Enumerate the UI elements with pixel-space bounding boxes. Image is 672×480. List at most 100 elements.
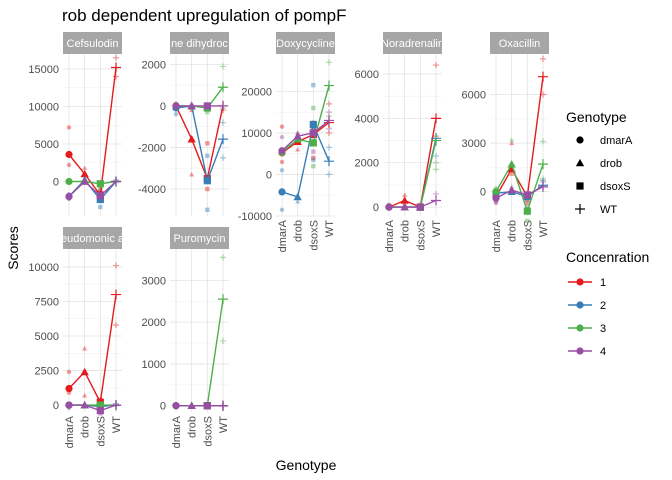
raw-point <box>311 126 316 131</box>
mean-point <box>65 192 73 201</box>
mean-point <box>172 402 180 410</box>
raw-point <box>432 166 440 173</box>
y-tick-label: 3000 <box>462 138 486 150</box>
legend-key-dsoxS <box>576 182 584 190</box>
mean-point <box>309 121 317 129</box>
facet-strip-label: ne dihydroc <box>171 38 228 50</box>
x-tick-label: dsoxS <box>308 220 320 251</box>
legend-label-4: 4 <box>600 346 606 358</box>
raw-point <box>493 200 499 206</box>
mean-point <box>80 177 89 185</box>
facet-strip-label: Doxycycline <box>276 38 335 50</box>
raw-point <box>279 124 285 129</box>
y-tick-label: -4000 <box>138 184 166 196</box>
x-tick-label: drob <box>400 220 412 242</box>
raw-point <box>432 159 440 166</box>
raw-point <box>295 147 301 152</box>
facet-strip-label: Oxacillin <box>499 38 541 50</box>
raw-point <box>66 125 72 130</box>
raw-point <box>402 192 408 197</box>
mean-point <box>278 147 286 155</box>
y-tick-label: 15000 <box>28 64 59 76</box>
legend-label-dmarA: dmarA <box>600 135 633 147</box>
legend-key-dmarA <box>576 136 584 144</box>
y-tick-label: 4000 <box>355 113 379 125</box>
mean-point <box>278 188 286 196</box>
y-tick-label: 3000 <box>142 275 166 287</box>
x-tick-label: dsoxS <box>415 220 427 251</box>
y-tick-label: 20000 <box>241 86 272 98</box>
mean-point <box>293 192 302 201</box>
raw-point <box>311 105 316 111</box>
y-axis-label: Scores <box>5 226 21 270</box>
legend-dot-3 <box>576 324 584 332</box>
raw-point <box>205 141 210 146</box>
raw-point <box>295 198 301 204</box>
legend-dot-1 <box>576 278 584 286</box>
mean-point <box>187 101 196 110</box>
legend-label-drob: drob <box>600 158 622 170</box>
raw-point <box>205 153 210 158</box>
mean-point <box>430 135 442 146</box>
legend-concentration-title: Concenration <box>566 249 649 265</box>
series-line-3 <box>69 180 117 185</box>
mean-point <box>400 196 409 204</box>
y-tick-label: -10000 <box>238 211 272 223</box>
mean-point <box>323 80 335 91</box>
raw-point <box>509 137 515 142</box>
raw-point <box>219 254 227 261</box>
raw-point <box>98 185 103 190</box>
mean-point <box>523 207 531 215</box>
y-tick-label: 0 <box>53 400 59 412</box>
facet-strip <box>63 32 122 54</box>
mean-point <box>217 100 229 111</box>
y-tick-label: 0 <box>266 169 272 181</box>
series-line-3 <box>281 85 330 153</box>
series-line-2 <box>281 122 330 198</box>
series-line-1 <box>495 76 544 199</box>
y-tick-label: 5000 <box>35 331 59 343</box>
legend-concentration: Concenration 1 2 3 4 <box>566 249 649 358</box>
mean-point <box>80 400 89 409</box>
series-line-1 <box>281 121 330 154</box>
chart-title: rob dependent upregulation of pompF <box>62 6 346 25</box>
series-line-1 <box>68 294 117 405</box>
raw-point <box>219 63 227 70</box>
raw-point <box>311 157 316 163</box>
raw-point <box>82 165 88 171</box>
raw-point <box>219 337 227 345</box>
raw-point <box>219 119 227 126</box>
legend-label-2: 2 <box>600 300 606 312</box>
series-line-4 <box>69 404 117 412</box>
y-tick-label: 2500 <box>35 366 59 378</box>
raw-point <box>82 345 88 351</box>
facet-strip <box>383 32 442 54</box>
mean-point <box>203 402 211 410</box>
raw-point <box>509 171 515 176</box>
mean-point <box>309 139 317 147</box>
mean-point <box>507 160 516 168</box>
x-tick-label: drob <box>293 220 305 242</box>
mean-point <box>537 181 549 192</box>
raw-point <box>509 140 515 146</box>
mean-point <box>309 129 317 137</box>
x-tick-label: drob <box>80 416 92 438</box>
mean-point <box>430 113 442 124</box>
mean-point <box>492 194 500 202</box>
raw-point <box>325 59 333 66</box>
x-tick-label: dsoxS <box>522 220 534 251</box>
facet-strip-label: Cefsulodin <box>67 38 119 50</box>
raw-point <box>189 171 195 177</box>
y-tick-label: 0 <box>480 187 486 199</box>
raw-point <box>525 200 530 206</box>
facet-strip-label: eudomonic a <box>61 233 125 245</box>
mean-point <box>385 203 393 211</box>
raw-point <box>279 134 285 140</box>
panel-0: Cefsulodin 0 5000 10000 15000 <box>28 32 122 216</box>
mean-point <box>323 115 335 126</box>
x-tick-label: dmarA <box>64 415 76 448</box>
panel-4: Oxacillin 0 3000 6000 dmarA drob dsoxS WT <box>462 32 550 252</box>
mean-point <box>537 71 549 82</box>
x-tick-label: WT <box>538 220 550 237</box>
raw-point <box>279 207 285 212</box>
